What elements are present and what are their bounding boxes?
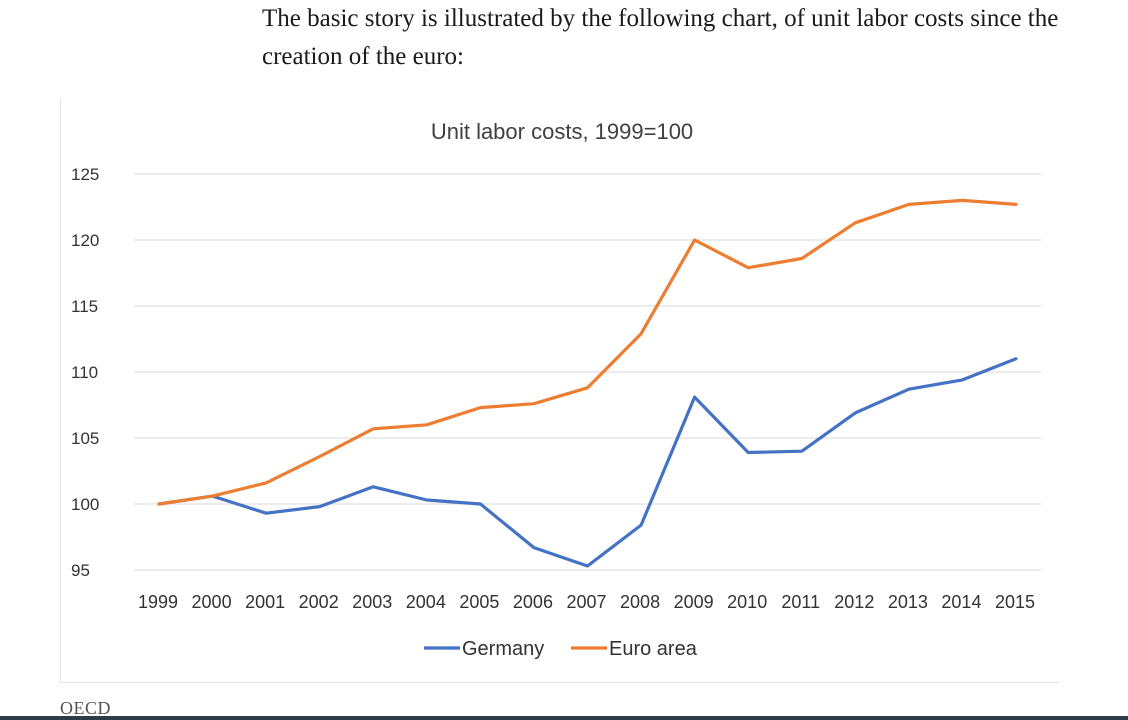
x-tick-label: 2015 xyxy=(995,592,1035,612)
y-tick-label: 100 xyxy=(71,495,99,514)
x-tick-label: 2001 xyxy=(245,592,285,612)
x-tick-label: 2011 xyxy=(781,592,820,612)
x-tick-label: 2002 xyxy=(299,592,339,612)
x-tick-label: 2014 xyxy=(941,592,981,612)
x-tick-label: 2004 xyxy=(406,592,446,612)
intro-paragraph: The basic story is illustrated by the fo… xyxy=(262,5,1059,70)
line-chart: Unit labor costs, 1999=100 95 100 105 110 11… xyxy=(71,119,1041,660)
x-tick-label: 2005 xyxy=(459,592,499,612)
x-tick-label: 2013 xyxy=(888,592,928,612)
series-line-euro-area xyxy=(157,198,1018,506)
x-tick-label: 2010 xyxy=(727,592,767,612)
x-tick-label: 2006 xyxy=(513,592,553,612)
legend: Germany Euro area xyxy=(424,638,698,660)
series-lines xyxy=(157,198,1018,568)
x-tick-label: 2008 xyxy=(620,592,660,612)
x-axis-ticks: 1999 2000 2001 2002 2003 2004 2005 2006 2007 2008… xyxy=(138,592,1035,612)
y-tick-label: 120 xyxy=(71,231,99,250)
x-tick-label: 1999 xyxy=(138,592,178,612)
chart-title: Unit labor costs, 1999=100 xyxy=(431,119,693,144)
x-tick-label: 2012 xyxy=(834,592,874,612)
legend-label-germany: Germany xyxy=(462,638,544,660)
y-tick-label: 115 xyxy=(71,297,98,316)
gridlines xyxy=(134,173,1041,571)
page-bottom-bar xyxy=(0,716,1128,720)
x-tick-label: 2007 xyxy=(566,592,606,612)
series-line-germany xyxy=(157,357,1018,568)
chart-container: Unit labor costs, 1999=100 95 100 105 110 11… xyxy=(60,98,1059,683)
y-tick-label: 110 xyxy=(71,363,98,382)
y-axis-ticks: 95 100 105 110 115 120 125 xyxy=(71,165,99,580)
y-tick-label: 105 xyxy=(71,429,99,448)
legend-label-euro-area: Euro area xyxy=(609,638,698,660)
y-tick-label: 95 xyxy=(71,561,90,580)
x-tick-label: 2009 xyxy=(674,592,714,612)
source-credit: OECD xyxy=(60,698,111,718)
x-tick-label: 2000 xyxy=(192,592,232,612)
x-tick-label: 2003 xyxy=(352,592,392,612)
y-tick-label: 125 xyxy=(71,165,99,184)
